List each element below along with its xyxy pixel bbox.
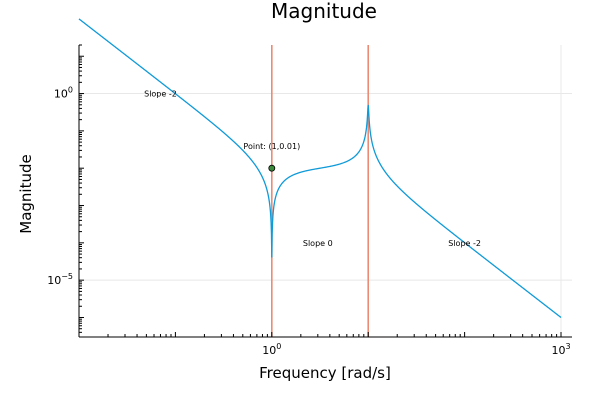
data-point: [268, 164, 276, 172]
x-tick-label: 100: [262, 342, 281, 357]
slope-annotation: Slope -2: [448, 239, 481, 248]
x-tick-label: 103: [551, 342, 570, 357]
point-label: Point: (1,0.01): [243, 142, 300, 151]
annotations: Slope -2 Slope 0 Slope -2: [144, 90, 481, 248]
slope-annotation: Slope -2: [144, 90, 177, 99]
x-axis-label: Frequency [rad/s]: [259, 364, 391, 382]
axes: 100 103 100 10−5: [47, 44, 572, 357]
points: Point: (1,0.01): [243, 142, 300, 172]
chart-title: Magnitude: [271, 0, 377, 23]
vertical-lines: [271, 45, 370, 337]
y-tick-label: 100: [54, 86, 73, 101]
magnitude-series-line: [78, 18, 562, 319]
series-layer: [78, 18, 562, 319]
y-tick-label: 10−5: [47, 272, 73, 287]
y-axis-label: Magnitude: [17, 154, 35, 233]
slope-annotation: Slope 0: [303, 239, 333, 248]
